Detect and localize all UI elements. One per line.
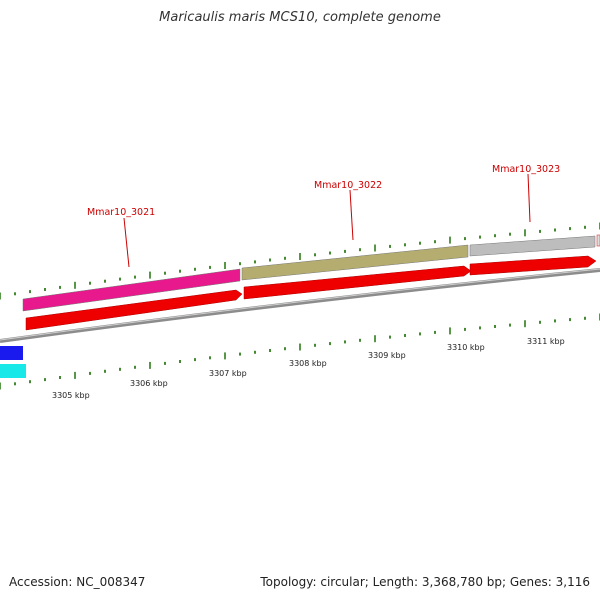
cds-arrow-mmar10-3023[interactable] [469,255,597,276]
tick-label-3306: 3306 kbp [130,379,168,388]
backbone-highlight [0,268,600,341]
cds-arrow-mmar10-3022[interactable] [243,265,472,300]
gene-bar-mmar10-3021[interactable] [22,268,241,312]
inner-tick-track [0,313,600,390]
cds-arrow-mmar10-3021[interactable] [25,289,243,331]
next-gene-edge[interactable] [596,234,600,247]
outer-tick-track [0,222,600,300]
gene-label-line-mmar10-3022 [349,189,354,241]
tick-label-3305: 3305 kbp [52,391,90,400]
gene-label-mmar10-3023[interactable]: Mmar10_3023 [492,164,560,175]
gene-label-mmar10-3021[interactable]: Mmar10_3021 [87,207,155,218]
accession-text: Accession: NC_008347 [9,575,146,589]
genome-stats-text: Topology: circular; Length: 3,368,780 bp… [260,575,590,589]
blue-feature-bar[interactable] [0,346,23,360]
gene-label-mmar10-3022[interactable]: Mmar10_3022 [314,180,382,191]
cyan-feature-bar[interactable] [0,364,26,378]
map-title: Maricaulis maris MCS10, complete genome [159,10,441,25]
tick-label-3311: 3311 kbp [527,337,565,346]
tick-label-3310: 3310 kbp [447,343,485,352]
gene-label-line-mmar10-3023 [527,173,531,223]
tick-label-3309: 3309 kbp [368,351,406,360]
tick-label-3308: 3308 kbp [289,359,327,368]
gene-bar-mmar10-3023[interactable] [469,235,596,257]
tick-label-3307: 3307 kbp [209,369,247,378]
gene-bar-mmar10-3022[interactable] [241,244,469,281]
gene-label-line-mmar10-3021 [123,217,130,268]
genome-backbone [0,268,600,343]
